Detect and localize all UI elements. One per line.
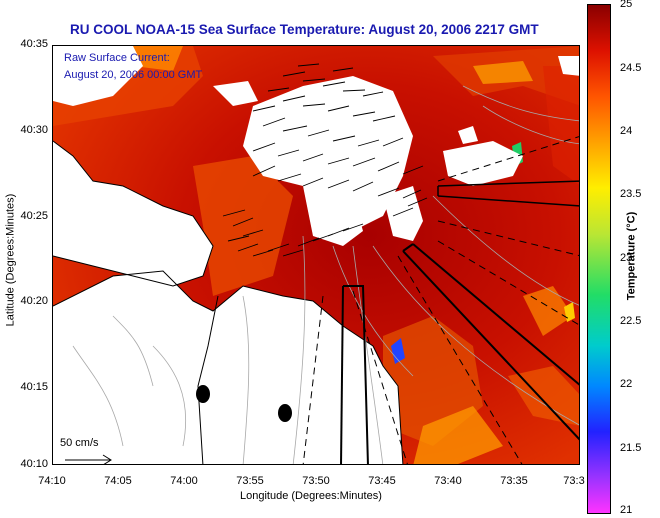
land-nj [53,271,403,464]
colorbar-tick: 21 [620,504,633,516]
current-vectors [222,63,428,257]
colorbar-tick: 22 [620,378,633,390]
cloud-mask [558,56,579,76]
sst-patch [543,66,579,185]
x-tick: 73:55 [236,475,264,487]
colorbar-tick: 24 [620,125,633,137]
cloud-mask [243,76,413,231]
colorbar-tick: 21.5 [620,442,642,454]
coastline [197,295,219,464]
colorbar-tick: 23 [620,252,633,264]
colorbar-tick: 23.5 [620,188,642,200]
cloud-mask [383,186,423,241]
y-tick: 40:35 [20,38,48,50]
sst-cool-spot [391,338,405,364]
station-marker [278,404,292,422]
cloud-mask [303,186,363,246]
figure-title: RU COOL NOAA-15 Sea Surface Temperature:… [70,22,539,37]
current-label-line2: August 20, 2006 00:00 GMT [64,69,203,81]
sst-patch [413,406,503,464]
coastline [53,270,404,464]
sst-map-svg [53,46,579,464]
land-staten-island [53,141,213,286]
x-tick: 73:3 [563,475,585,487]
x-tick: 73:45 [368,475,396,487]
cloud-mask [213,81,258,106]
y-tick: 40:15 [20,381,48,393]
y-tick: 40:10 [20,458,48,470]
colorbar-tick: 24.5 [620,62,642,74]
x-axis-label: Longitude (Degrees:Minutes) [240,490,382,502]
colorbar-tick: 25 [620,0,633,10]
x-tick: 73:35 [500,475,528,487]
colorbar-tick: 22.5 [620,315,642,327]
x-tick: 74:05 [104,475,132,487]
map-panel [52,45,580,465]
y-axis-label: Latitude (Degrees:Minutes) [4,193,17,327]
survey-lines [302,136,579,464]
bathymetry-contours [72,85,579,464]
sst-patch [473,61,533,84]
scale-arrow [65,454,112,464]
station-marker [196,385,210,403]
colorbar [587,4,611,514]
y-tick: 40:20 [20,295,48,307]
current-label-line1: Raw Surface Current: [64,52,170,64]
x-tick: 74:00 [170,475,198,487]
sst-patch [193,156,293,296]
x-tick: 74:10 [38,475,66,487]
cloud-mask [458,126,478,144]
y-tick: 40:25 [20,210,48,222]
land-north [53,46,143,106]
cloud-mask [443,141,523,186]
x-tick: 73:50 [302,475,330,487]
scale-label: 50 cm/s [60,437,99,449]
x-tick: 73:40 [434,475,462,487]
y-tick: 40:30 [20,124,48,136]
colorbar-label: Temperature (°C) [625,211,638,301]
